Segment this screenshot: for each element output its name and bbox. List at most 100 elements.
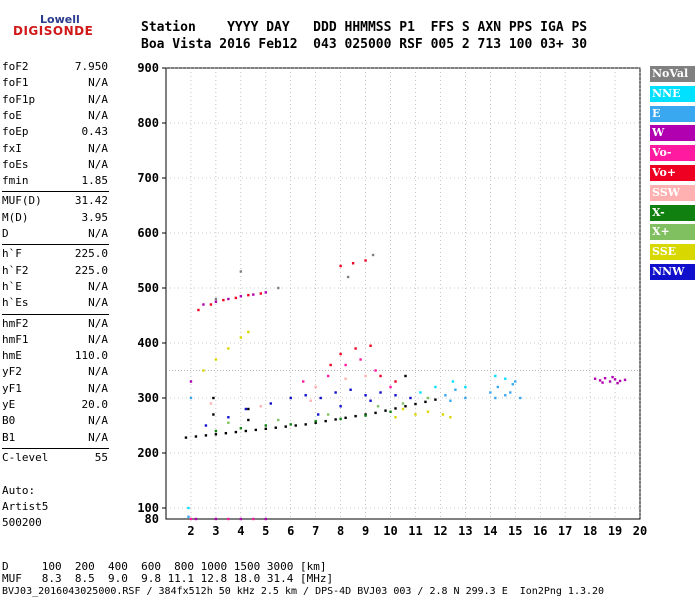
- param-row: hmF2 N/A: [2, 317, 108, 333]
- param-label: C-level: [2, 450, 49, 464]
- data-point: [222, 298, 225, 302]
- header-labels: Station YYYY DAY DDD HHMMSS P1 FFS S AXN…: [141, 20, 588, 35]
- param-value: N/A: [88, 430, 108, 444]
- data-point: [444, 394, 447, 397]
- data-point: [189, 396, 193, 400]
- auto-artist: Artist5: [2, 500, 49, 513]
- data-point: [252, 517, 255, 521]
- data-point: [371, 253, 375, 257]
- data-point: [227, 416, 230, 419]
- data-point: [187, 506, 190, 510]
- data-point: [204, 434, 208, 437]
- data-point: [194, 517, 198, 521]
- legend-item: NoVal: [650, 66, 695, 82]
- data-point: [339, 264, 342, 268]
- param-label: fxI: [2, 141, 22, 155]
- data-point: [264, 517, 267, 521]
- x-tick-label: 7: [312, 524, 319, 538]
- data-point: [247, 293, 250, 297]
- legend-item: X-: [650, 204, 695, 221]
- footer-muf-row: MUF 8.3 8.5 9.0 9.8 11.1 12.8 18.0 31.4 …: [2, 572, 334, 585]
- data-point: [204, 424, 208, 427]
- data-point: [309, 399, 312, 402]
- data-point: [346, 275, 350, 279]
- param-row: C-level 55: [2, 451, 108, 467]
- data-point: [314, 421, 317, 424]
- data-point: [334, 418, 337, 421]
- param-label: h`Es: [2, 296, 29, 310]
- footer-distance-row: D 100 200 400 600 800 1000 1500 3000 [km…: [2, 560, 327, 573]
- data-point: [494, 374, 497, 378]
- data-point: [389, 385, 392, 389]
- data-point: [239, 517, 243, 521]
- y-tick-label: 800: [137, 116, 159, 130]
- data-point: [389, 410, 392, 413]
- legend-item: NNE: [650, 85, 695, 102]
- data-point: [227, 297, 230, 301]
- x-tick-label: 14: [483, 524, 497, 538]
- legend-item: X+: [650, 224, 695, 241]
- data-point: [349, 388, 352, 391]
- param-label: B1: [2, 430, 16, 444]
- param-label: foEp: [2, 125, 29, 139]
- param-label: foEs: [2, 157, 29, 171]
- data-point: [424, 400, 427, 404]
- data-point: [449, 416, 452, 419]
- data-point: [426, 410, 430, 413]
- data-point: [611, 375, 614, 379]
- param-row: h`F 225.0: [2, 247, 108, 263]
- data-point: [449, 399, 452, 402]
- y-tick-label: 500: [137, 281, 159, 295]
- param-value: 7.950: [74, 60, 108, 73]
- data-point: [214, 358, 218, 361]
- data-point: [254, 428, 258, 432]
- data-point: [369, 399, 372, 402]
- param-separator: [2, 244, 109, 246]
- data-point: [374, 369, 377, 372]
- data-point: [354, 347, 357, 350]
- legend-item: E: [650, 105, 695, 122]
- data-point: [339, 417, 342, 421]
- x-tick-label: 17: [558, 524, 572, 538]
- data-point: [339, 352, 342, 356]
- param-value: 225.0: [74, 247, 108, 261]
- param-label: foF1p: [2, 92, 36, 106]
- param-value: N/A: [88, 76, 108, 90]
- data-point: [409, 396, 412, 400]
- param-row: MUF(D) 31.42: [2, 194, 108, 210]
- data-point: [434, 385, 437, 389]
- data-point: [514, 380, 517, 383]
- legend-item: Vo+: [650, 165, 695, 181]
- param-row: fxI N/A: [2, 142, 108, 158]
- data-point: [239, 295, 243, 298]
- data-point: [613, 378, 617, 381]
- param-row: B0 N/A: [2, 414, 108, 430]
- data-point: [426, 396, 430, 400]
- data-point: [404, 405, 407, 408]
- x-tick-label: 8: [337, 524, 344, 538]
- data-point: [316, 413, 320, 416]
- data-point: [214, 433, 218, 436]
- data-point: [247, 418, 250, 422]
- param-row: foF1p N/A: [2, 93, 108, 109]
- data-point: [464, 396, 467, 400]
- legend-item: Vo-: [650, 145, 695, 162]
- y-tick-label: 900: [137, 61, 159, 75]
- data-point: [227, 347, 230, 350]
- param-row: h`E N/A: [2, 280, 108, 296]
- param-value: N/A: [88, 227, 108, 240]
- data-point: [259, 405, 262, 408]
- data-point: [184, 436, 188, 439]
- param-value: N/A: [88, 381, 108, 395]
- param-value: N/A: [88, 92, 108, 106]
- x-tick-label: 13: [458, 524, 472, 538]
- param-value: 0.43: [81, 125, 109, 139]
- data-point: [302, 380, 305, 383]
- param-value: N/A: [88, 296, 108, 310]
- data-point: [419, 391, 422, 394]
- data-point: [259, 292, 262, 295]
- data-point: [197, 308, 200, 312]
- param-label: yF1: [2, 381, 22, 395]
- data-point: [202, 303, 205, 306]
- data-point: [274, 426, 277, 429]
